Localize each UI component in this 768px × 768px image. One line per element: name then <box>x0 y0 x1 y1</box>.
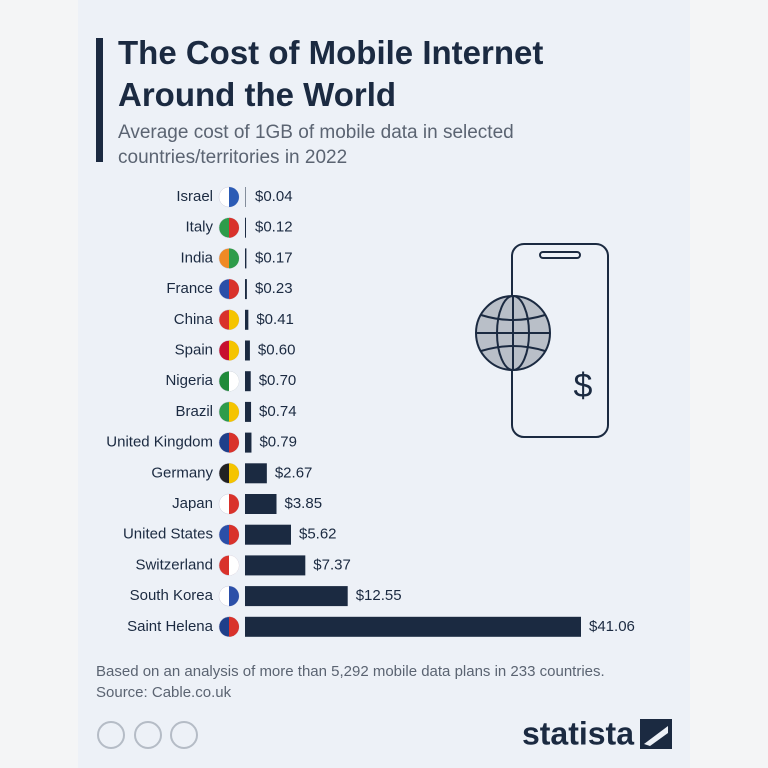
value-label: $0.41 <box>256 311 294 328</box>
bar <box>245 279 247 300</box>
flag-detail <box>229 371 239 392</box>
title-accent <box>96 38 103 162</box>
value-label: $3.85 <box>285 495 323 512</box>
footnote: Based on an analysis of more than 5,292 … <box>96 663 605 680</box>
brand-icon-mark <box>644 726 668 746</box>
category-label: Nigeria <box>165 372 213 389</box>
value-label: $0.79 <box>259 434 297 451</box>
flag-detail <box>229 494 239 514</box>
dollar-icon: $ <box>574 367 593 405</box>
value-label: $0.04 <box>255 188 293 205</box>
flag-detail <box>229 586 239 607</box>
card <box>78 0 690 768</box>
phone-icon <box>475 243 609 438</box>
value-label: $2.67 <box>275 464 313 481</box>
license-icons <box>97 721 198 749</box>
value-label: $7.37 <box>313 556 351 573</box>
category-label: United States <box>123 526 213 543</box>
flag-detail <box>229 555 239 576</box>
chart-subtitle: Average cost of 1GB of mobile data in se… <box>118 122 514 168</box>
value-label: $41.06 <box>589 618 635 635</box>
value-label: $12.55 <box>356 587 402 604</box>
category-label: Japan <box>172 495 213 512</box>
flag-detail <box>229 524 239 545</box>
category-label: Saint Helena <box>127 618 214 635</box>
flag-detail <box>229 309 239 330</box>
category-label: Germany <box>151 464 213 481</box>
value-label: $0.74 <box>259 403 297 420</box>
flag-detail <box>229 340 239 361</box>
value-label: $0.17 <box>255 249 293 266</box>
category-label: Switzerland <box>135 556 213 573</box>
bar <box>245 401 252 422</box>
category-label: South Korea <box>130 587 214 604</box>
category-label: France <box>166 280 213 297</box>
value-label: $0.12 <box>255 219 293 236</box>
value-label: $0.23 <box>255 280 293 297</box>
bar <box>245 340 250 361</box>
bar <box>245 555 306 576</box>
bar <box>245 494 277 514</box>
bar <box>245 586 348 607</box>
category-label: Brazil <box>175 403 213 420</box>
brand-icon <box>640 719 672 749</box>
value-label: $5.62 <box>299 526 337 543</box>
source: Source: Cable.co.uk <box>96 684 232 701</box>
category-label: Israel <box>176 188 213 205</box>
chart-title: The Cost of Mobile Internet Around the W… <box>118 34 544 113</box>
bar <box>245 616 581 637</box>
category-label: India <box>180 249 213 266</box>
flag-detail <box>229 616 239 637</box>
value-label: $0.60 <box>258 341 296 358</box>
category-label: China <box>174 311 214 328</box>
bar <box>245 524 291 545</box>
category-label: United Kingdom <box>106 434 213 451</box>
bar <box>245 463 267 484</box>
bar <box>245 371 251 392</box>
bar <box>245 248 247 269</box>
bar <box>245 432 252 453</box>
bar <box>245 217 246 238</box>
flag-detail <box>229 401 239 422</box>
flag-detail <box>229 248 239 269</box>
flag-detail <box>229 187 239 207</box>
flag-detail <box>229 217 239 238</box>
value-label: $0.70 <box>259 372 297 389</box>
category-label: Spain <box>175 341 213 358</box>
category-label: Italy <box>185 219 213 236</box>
bar <box>245 187 246 207</box>
bar <box>245 309 249 330</box>
brand: statista <box>522 715 634 751</box>
flag-detail <box>229 279 239 300</box>
flag-detail <box>229 432 239 453</box>
flag-detail <box>229 463 239 484</box>
